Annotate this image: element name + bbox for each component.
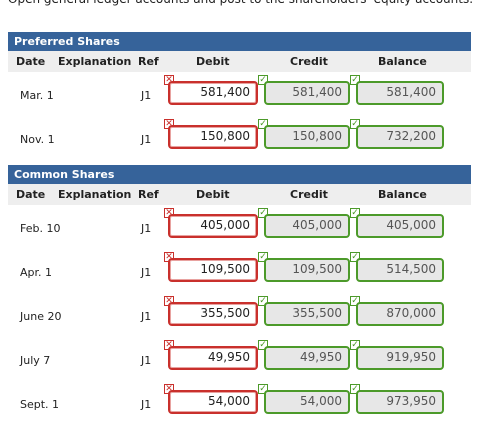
date-cell: Apr. 1: [20, 266, 53, 279]
column-header-row: Date Explanation Ref Debit Credit Balanc…: [8, 51, 471, 72]
correct-icon: ✓: [258, 340, 268, 350]
correct-icon: ✓: [258, 384, 268, 394]
debit-input[interactable]: 150,800: [168, 125, 258, 149]
credit-input[interactable]: 150,800: [264, 125, 350, 149]
debit-input[interactable]: 109,500: [168, 258, 258, 282]
balance-input[interactable]: 581,400: [356, 81, 444, 105]
date-cell: Sept. 1: [20, 398, 60, 411]
debit-input[interactable]: 355,500: [168, 302, 258, 326]
balance-input[interactable]: 732,200: [356, 125, 444, 149]
ledger-row: Sept. 1 J1 ✕ 54,000 ✓ 54,000 ✓ 973,950: [8, 381, 471, 425]
ref-cell: J1: [141, 354, 152, 367]
correct-icon: ✓: [350, 75, 360, 85]
balance-input[interactable]: 405,000: [356, 214, 444, 238]
ref-header: Ref: [138, 188, 159, 201]
credit-input[interactable]: 355,500: [264, 302, 350, 326]
credit-input[interactable]: 54,000: [264, 390, 350, 414]
date-header: Date: [16, 188, 46, 201]
credit-header: Credit: [290, 188, 328, 201]
correct-icon: ✓: [350, 384, 360, 394]
ref-cell: J1: [141, 222, 152, 235]
common-shares-section: Common Shares Date Explanation Ref Debit…: [8, 165, 471, 425]
balance-header: Balance: [378, 188, 427, 201]
correct-icon: ✓: [350, 340, 360, 350]
balance-input[interactable]: 870,000: [356, 302, 444, 326]
ref-cell: J1: [141, 89, 152, 102]
ref-cell: J1: [141, 133, 152, 146]
date-cell: June 20: [20, 310, 62, 323]
correct-icon: ✓: [258, 75, 268, 85]
date-header: Date: [16, 55, 46, 68]
correct-icon: ✓: [350, 296, 360, 306]
balance-input[interactable]: 973,950: [356, 390, 444, 414]
explanation-header: Explanation: [58, 188, 132, 201]
instruction-text: Open general ledger accounts and post to…: [8, 0, 484, 10]
debit-header: Debit: [196, 55, 230, 68]
credit-input[interactable]: 405,000: [264, 214, 350, 238]
date-cell: Nov. 1: [20, 133, 55, 146]
balance-input[interactable]: 919,950: [356, 346, 444, 370]
correct-icon: ✓: [258, 296, 268, 306]
section-title: Preferred Shares: [8, 32, 471, 51]
credit-input[interactable]: 581,400: [264, 81, 350, 105]
debit-input[interactable]: 581,400: [168, 81, 258, 105]
ledger-row: June 20 J1 ✕ 355,500 ✓ 355,500 ✓ 870,000: [8, 293, 471, 337]
section-title: Common Shares: [8, 165, 471, 184]
credit-input[interactable]: 109,500: [264, 258, 350, 282]
ref-header: Ref: [138, 55, 159, 68]
preferred-shares-section: Preferred Shares Date Explanation Ref De…: [8, 32, 471, 160]
balance-input[interactable]: 514,500: [356, 258, 444, 282]
credit-header: Credit: [290, 55, 328, 68]
ledger-row: Apr. 1 J1 ✕ 109,500 ✓ 109,500 ✓ 514,500: [8, 249, 471, 293]
debit-input[interactable]: 54,000: [168, 390, 258, 414]
correct-icon: ✓: [258, 208, 268, 218]
credit-input[interactable]: 49,950: [264, 346, 350, 370]
explanation-header: Explanation: [58, 55, 132, 68]
correct-icon: ✓: [258, 119, 268, 129]
ref-cell: J1: [141, 398, 152, 411]
ledger-row: Mar. 1 J1 ✕ 581,400 ✓ 581,400 ✓ 581,400: [8, 72, 471, 116]
correct-icon: ✓: [350, 119, 360, 129]
correct-icon: ✓: [350, 208, 360, 218]
date-cell: Feb. 10: [20, 222, 61, 235]
ref-cell: J1: [141, 310, 152, 323]
date-cell: July 7: [20, 354, 51, 367]
ledger-row: Nov. 1 J1 ✕ 150,800 ✓ 150,800 ✓ 732,200: [8, 116, 471, 160]
correct-icon: ✓: [350, 252, 360, 262]
column-header-row: Date Explanation Ref Debit Credit Balanc…: [8, 184, 471, 205]
balance-header: Balance: [378, 55, 427, 68]
debit-input[interactable]: 405,000: [168, 214, 258, 238]
ref-cell: J1: [141, 266, 152, 279]
ledger-row: Feb. 10 J1 ✕ 405,000 ✓ 405,000 ✓ 405,000: [8, 205, 471, 249]
debit-header: Debit: [196, 188, 230, 201]
ledger-row: July 7 J1 ✕ 49,950 ✓ 49,950 ✓ 919,950: [8, 337, 471, 381]
debit-input[interactable]: 49,950: [168, 346, 258, 370]
date-cell: Mar. 1: [20, 89, 54, 102]
correct-icon: ✓: [258, 252, 268, 262]
